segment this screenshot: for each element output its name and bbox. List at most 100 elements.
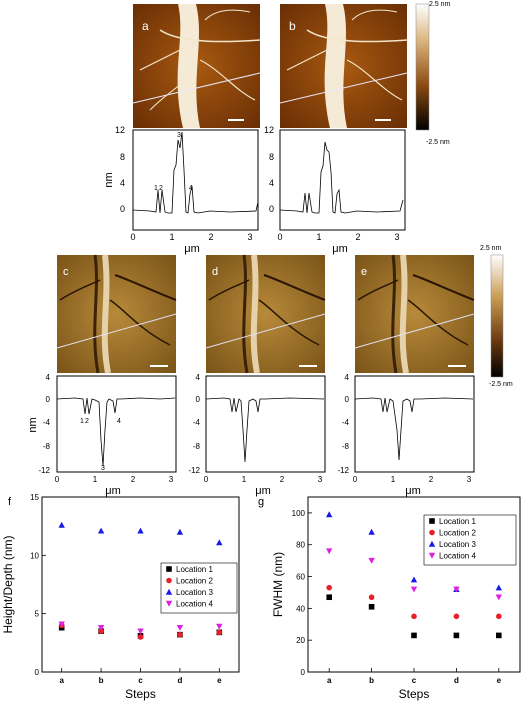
x-axis-label: Steps [125,687,156,701]
x-tick-label: c [138,676,143,685]
profile-marker: 2 [85,418,89,425]
x-axis-label: μm [105,485,121,497]
xtick: 0 [204,475,209,484]
data-point [453,632,460,639]
panel-label: f [8,496,12,508]
data-point [368,603,375,610]
x-axis-label: μm [184,243,200,255]
data-point [326,594,332,601]
y-tick-label: 10 [30,551,39,560]
data-point [216,629,223,636]
xtick: 0 [353,475,358,484]
ytick: 4 [120,178,125,188]
data-point [176,528,184,535]
ytick: 8 [120,152,125,162]
color-scale-mid: 2.5 nm -2.5 nm [480,245,513,388]
legend-marker [165,600,173,607]
x-axis-label: μm [255,485,271,497]
x-tick-label: a [327,676,332,685]
xtick: 2 [429,475,434,484]
legend-marker [428,552,436,559]
panel-label-d: d [212,266,218,278]
xtick: 3 [394,232,399,242]
ytick: -4 [43,418,51,427]
data-point [58,621,65,628]
xtick: 1 [316,232,321,242]
profile-top-right: 12 8 4 0 0 1 2 3 μm [264,125,406,255]
profile-marker: 2 [159,185,163,192]
data-point [368,528,375,535]
data-point [176,624,184,631]
xtick: 3 [318,475,323,484]
ytick: -8 [193,442,201,451]
data-point [453,586,460,593]
profile-marker: 1 [80,418,84,425]
data-point [453,613,460,620]
ytick: 4 [269,178,274,188]
ytick: 4 [196,373,201,382]
ytick: -4 [193,418,201,427]
xtick: 2 [280,475,285,484]
legend-label: Location 2 [439,529,476,538]
ytick: 4 [345,373,350,382]
ytick: 12 [115,125,125,135]
x-tick-label: d [454,676,459,685]
data-point [216,623,223,630]
xtick: 0 [277,232,282,242]
profile-marker: 1 [154,185,158,192]
y-axis-label: Height/Depth (nm) [1,535,15,633]
data-point [137,628,144,635]
xtick: 3 [467,475,472,484]
y-tick-label: 15 [30,493,39,502]
ytick: -12 [337,466,349,475]
x-tick-label: c [412,676,417,685]
profile-marker: 4 [117,418,121,425]
ytick: -12 [38,466,50,475]
legend-box [423,514,517,566]
xtick: 3 [247,232,252,242]
legend-marker [165,588,173,595]
data-point [496,613,502,620]
panel-label-a: a [142,19,149,33]
data-point [368,557,375,564]
data-point [410,586,418,593]
data-point [326,548,333,555]
data-point [137,634,144,640]
legend-marker [429,518,435,524]
data-point [137,527,144,534]
ytick: -8 [342,442,350,451]
ytick: 8 [269,152,274,162]
x-tick-label: e [217,676,222,685]
xtick: 1 [242,475,247,484]
color-scale-top: 2.5 nm -2.5 nm [415,1,451,146]
profile-mid-e: 4 0 -4 -8 -12 0 1 2 3 μm [337,373,475,497]
y-axis-label: nm [103,172,115,187]
data-point [411,613,417,620]
legend-label: Location 1 [176,565,213,574]
data-point [97,624,105,631]
xtick: 2 [208,232,213,242]
legend-marker [428,540,436,547]
panel-label-b: b [289,19,296,33]
chart-f: f 0 5 10 15 a b c d e Steps Height/Depth (nm) Locati… [1,493,240,701]
data-point [496,632,502,639]
data-point [97,527,105,534]
data-point [410,576,418,583]
legend-label: Location 2 [176,577,213,586]
data-point [177,631,183,638]
data-point [495,594,502,601]
x-tick-label: e [497,676,502,685]
ytick: 0 [196,395,201,404]
xtick: 1 [93,475,98,484]
profile-marker: 3 [101,465,105,472]
y-tick-label: 60 [296,573,305,582]
legend-marker [429,529,435,536]
y-tick-label: 100 [292,509,306,518]
xtick: 0 [130,232,135,242]
y-tick-label: 0 [35,668,40,677]
chart-g: g 0 20 40 60 80 100 a b c d e Steps FWHM (nm) Location… [258,496,521,701]
scale-top-min: -2.5 nm [426,139,450,146]
y-tick-label: 0 [301,668,306,677]
legend-label: Location 1 [439,517,476,526]
data-point [326,511,333,518]
